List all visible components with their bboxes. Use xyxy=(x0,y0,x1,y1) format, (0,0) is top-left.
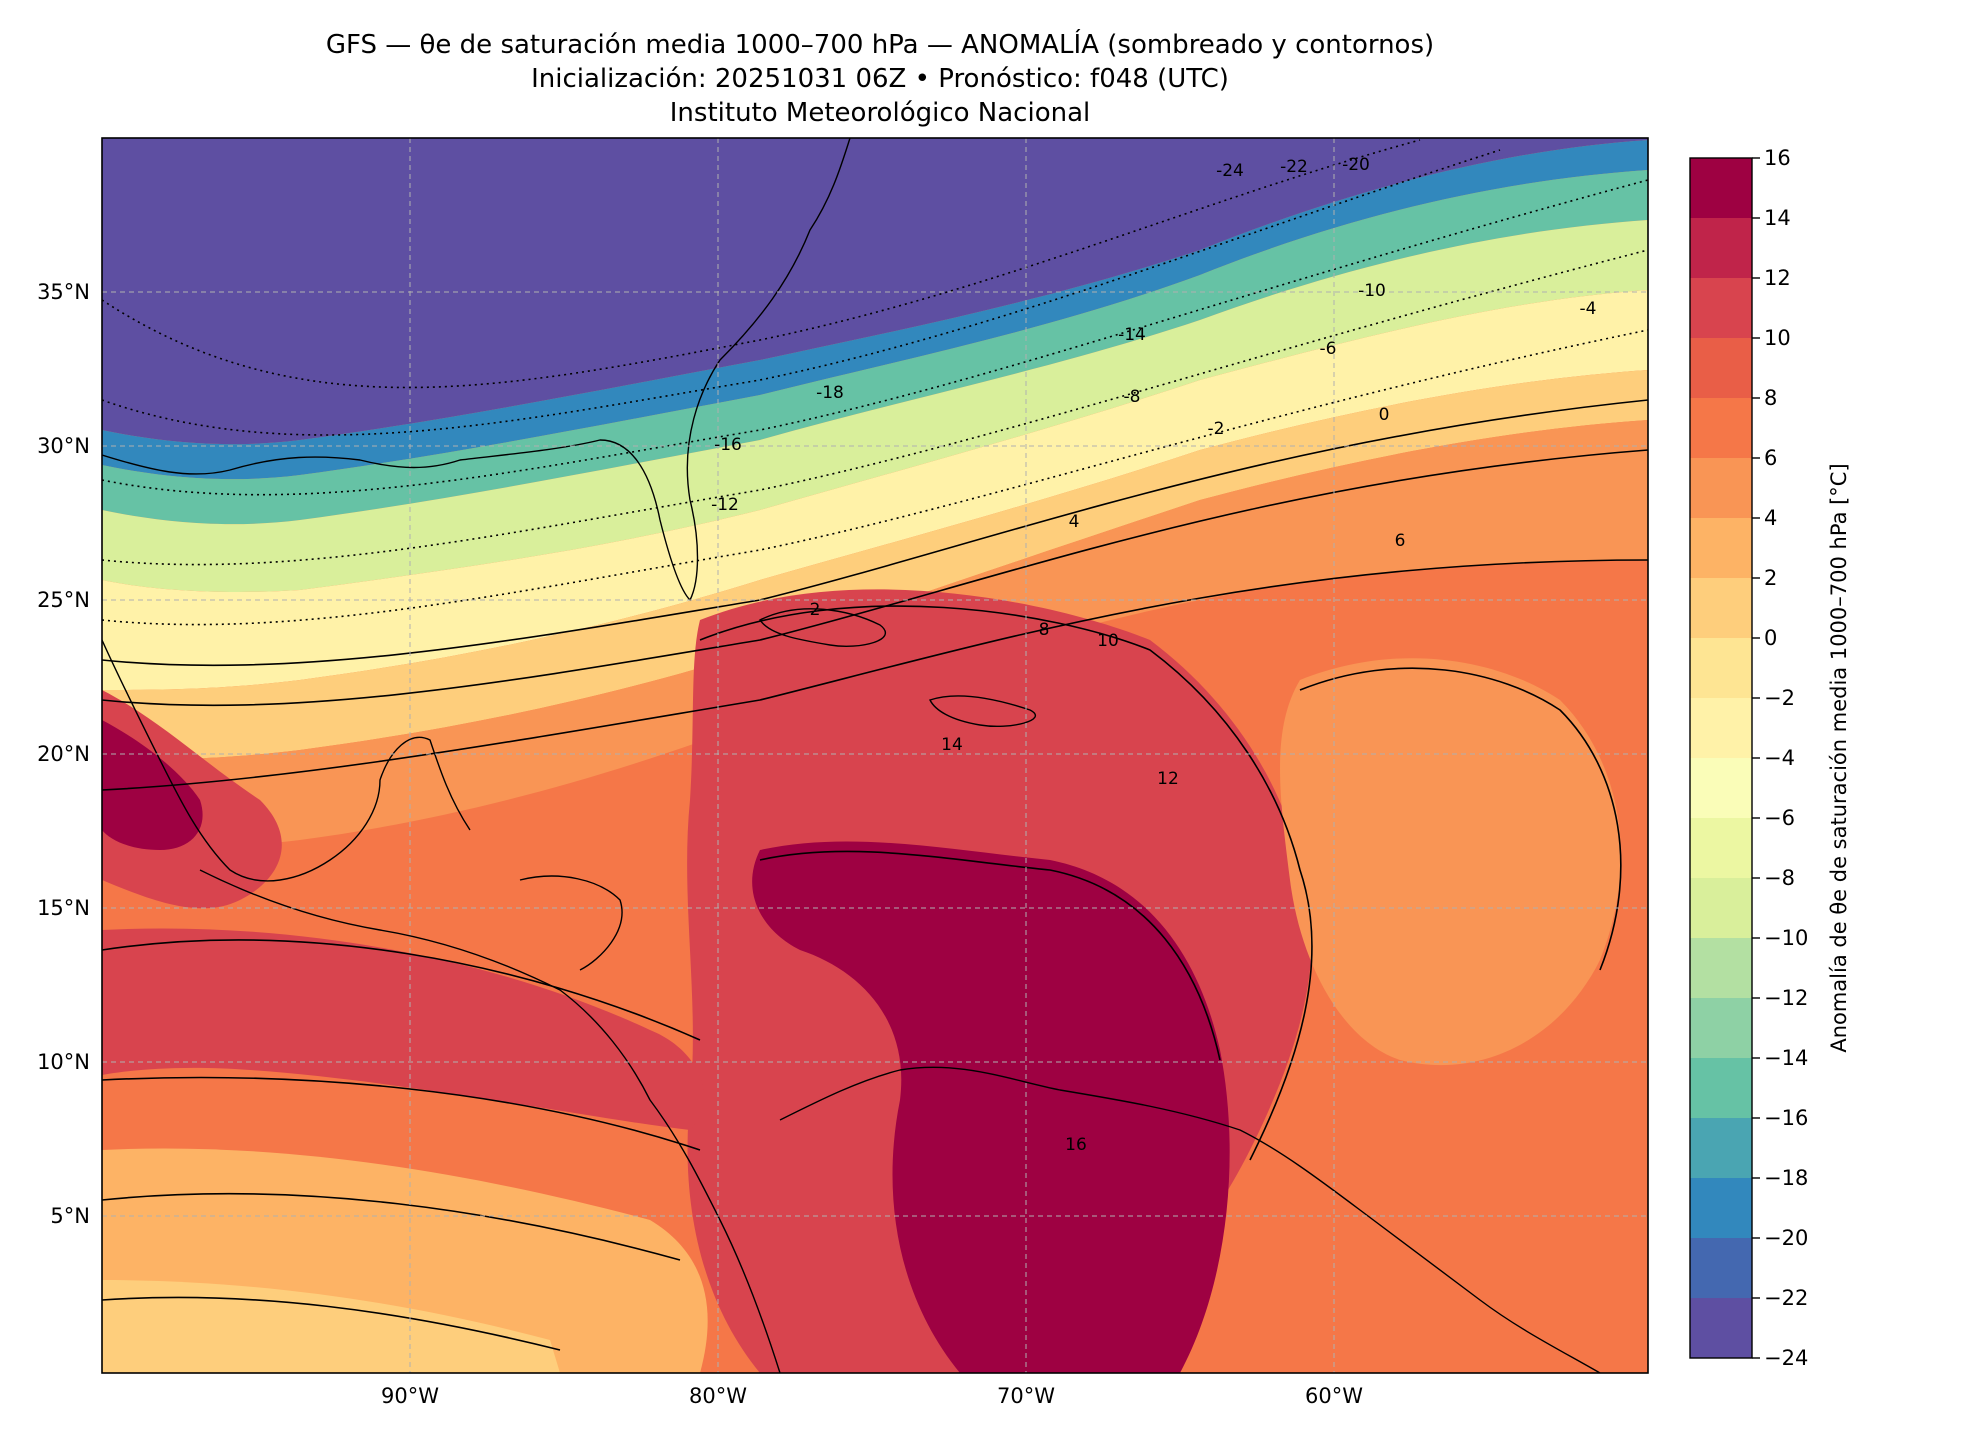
colorbar-label: Anomalía de θe de saturación media 1000–… xyxy=(1827,463,1851,1052)
colorbar-swatch xyxy=(1690,1118,1752,1179)
colorbar-tick-label: 12 xyxy=(1764,266,1791,290)
colorbar-swatches xyxy=(1690,158,1752,1359)
colorbar-tick-label: 0 xyxy=(1764,626,1777,650)
lon-tick-label: 60°W xyxy=(1305,1384,1363,1408)
lon-axis: 90°W 80°W 70°W 60°W xyxy=(381,1384,1363,1408)
contour-label: -20 xyxy=(1342,155,1370,175)
contour-label-group: -24 -22 -20 -18 -16 -14 -12 -10 -8 -6 -4… xyxy=(711,155,1596,1155)
contour-label: -16 xyxy=(714,435,742,455)
lat-tick-label: 15°N xyxy=(37,896,90,920)
lat-tick-label: 20°N xyxy=(37,742,90,766)
colorbar-tick-label: 16 xyxy=(1764,146,1791,170)
colorbar-swatch xyxy=(1690,218,1752,279)
contour-label: -10 xyxy=(1358,281,1386,301)
lat-tick-label: 10°N xyxy=(37,1050,90,1074)
colorbar-ticks: 16 14 12 10 8 6 4 2 0 −2 −4 −6 −8 −10 −12 −14 −16 −18 −20 −… xyxy=(1752,146,1808,1370)
lat-tick-label: 30°N xyxy=(37,434,90,458)
lat-tick-label: 5°N xyxy=(50,1204,90,1228)
figure-title: GFS — θe de saturación media 1000–700 hP… xyxy=(100,28,1660,130)
coastlines xyxy=(102,138,1601,1373)
contour-label: 10 xyxy=(1097,631,1119,651)
contour-label: -14 xyxy=(1118,325,1146,345)
lon-tick-label: 80°W xyxy=(689,1384,747,1408)
contour-lines xyxy=(102,139,1648,1351)
lon-tick-label: 90°W xyxy=(381,1384,439,1408)
colorbar-swatch xyxy=(1690,1238,1752,1299)
contour-label: 16 xyxy=(1065,1135,1087,1155)
title-line-1: GFS — θe de saturación media 1000–700 hP… xyxy=(325,30,1435,60)
contour-label: 6 xyxy=(1395,531,1406,551)
colorbar-swatch xyxy=(1690,578,1752,639)
contour-label: 8 xyxy=(1039,620,1050,640)
colorbar-swatch xyxy=(1690,458,1752,519)
shaded-field xyxy=(102,138,1648,1373)
colorbar-swatch xyxy=(1690,1058,1752,1119)
colorbar-swatch xyxy=(1690,398,1752,459)
title-line-3: Instituto Meteorológico Nacional xyxy=(669,98,1091,128)
colorbar-tick-label: −24 xyxy=(1764,1346,1808,1370)
colorbar: 16 14 12 10 8 6 4 2 0 −2 −4 −6 −8 −10 −12 −14 −16 −18 −20 −… xyxy=(1689,146,1851,1370)
lat-tick-label: 35°N xyxy=(37,280,90,304)
colorbar-tick-label: −12 xyxy=(1764,986,1808,1010)
colorbar-swatch xyxy=(1690,158,1752,219)
colorbar-swatch xyxy=(1690,758,1752,819)
colorbar-tick-label: 14 xyxy=(1764,206,1791,230)
colorbar-swatch xyxy=(1690,998,1752,1059)
colorbar-tick-label: 4 xyxy=(1764,506,1777,530)
colorbar-swatch xyxy=(1690,638,1752,699)
colorbar-tick-label: −10 xyxy=(1764,926,1808,950)
colorbar-tick-label: −18 xyxy=(1764,1166,1808,1190)
colorbar-tick-label: −14 xyxy=(1764,1046,1808,1070)
colorbar-tick-label: 6 xyxy=(1764,446,1777,470)
contour-label: -18 xyxy=(816,383,844,403)
colorbar-swatch xyxy=(1690,1178,1752,1239)
contour-label: 12 xyxy=(1157,769,1179,789)
colorbar-tick-label: −8 xyxy=(1764,866,1795,890)
contour-label: -2 xyxy=(1208,419,1225,439)
colorbar-tick-label: −4 xyxy=(1764,746,1795,770)
lon-tick-label: 70°W xyxy=(997,1384,1055,1408)
colorbar-tick-label: 10 xyxy=(1764,326,1791,350)
contour-label: 4 xyxy=(1069,512,1080,532)
graticule xyxy=(102,138,1648,1373)
colorbar-swatch xyxy=(1690,698,1752,759)
colorbar-swatch xyxy=(1690,518,1752,579)
contour-label: 0 xyxy=(1379,405,1390,425)
contour-label: -8 xyxy=(1124,387,1141,407)
colorbar-tick-label: −22 xyxy=(1764,1286,1808,1310)
contour-label: -22 xyxy=(1280,157,1308,177)
colorbar-swatch xyxy=(1690,818,1752,879)
colorbar-swatch xyxy=(1690,338,1752,399)
colorbar-tick-label: −20 xyxy=(1764,1226,1808,1250)
colorbar-tick-label: −6 xyxy=(1764,806,1795,830)
colorbar-tick-label: 2 xyxy=(1764,566,1777,590)
colorbar-swatch xyxy=(1690,278,1752,339)
title-line-2: Inicialización: 20251031 06Z • Pronóstic… xyxy=(531,64,1229,94)
colorbar-tick-label: 8 xyxy=(1764,386,1777,410)
colorbar-tick-label: −16 xyxy=(1764,1106,1808,1130)
contour-label: -12 xyxy=(711,495,739,515)
colorbar-tick-label: −2 xyxy=(1764,686,1795,710)
colorbar-swatch xyxy=(1690,938,1752,999)
lat-axis: 35°N 30°N 25°N 20°N 15°N 10°N 5°N xyxy=(37,280,90,1228)
contour-label: -24 xyxy=(1216,161,1244,181)
contour-label: -4 xyxy=(1580,299,1597,319)
colorbar-swatch xyxy=(1690,878,1752,939)
map-frame xyxy=(101,137,1649,1374)
colorbar-swatch xyxy=(1690,1298,1752,1359)
contour-label: 2 xyxy=(810,600,821,620)
contour-label: 14 xyxy=(941,735,963,755)
contour-label: -6 xyxy=(1320,339,1337,359)
lat-tick-label: 25°N xyxy=(37,588,90,612)
